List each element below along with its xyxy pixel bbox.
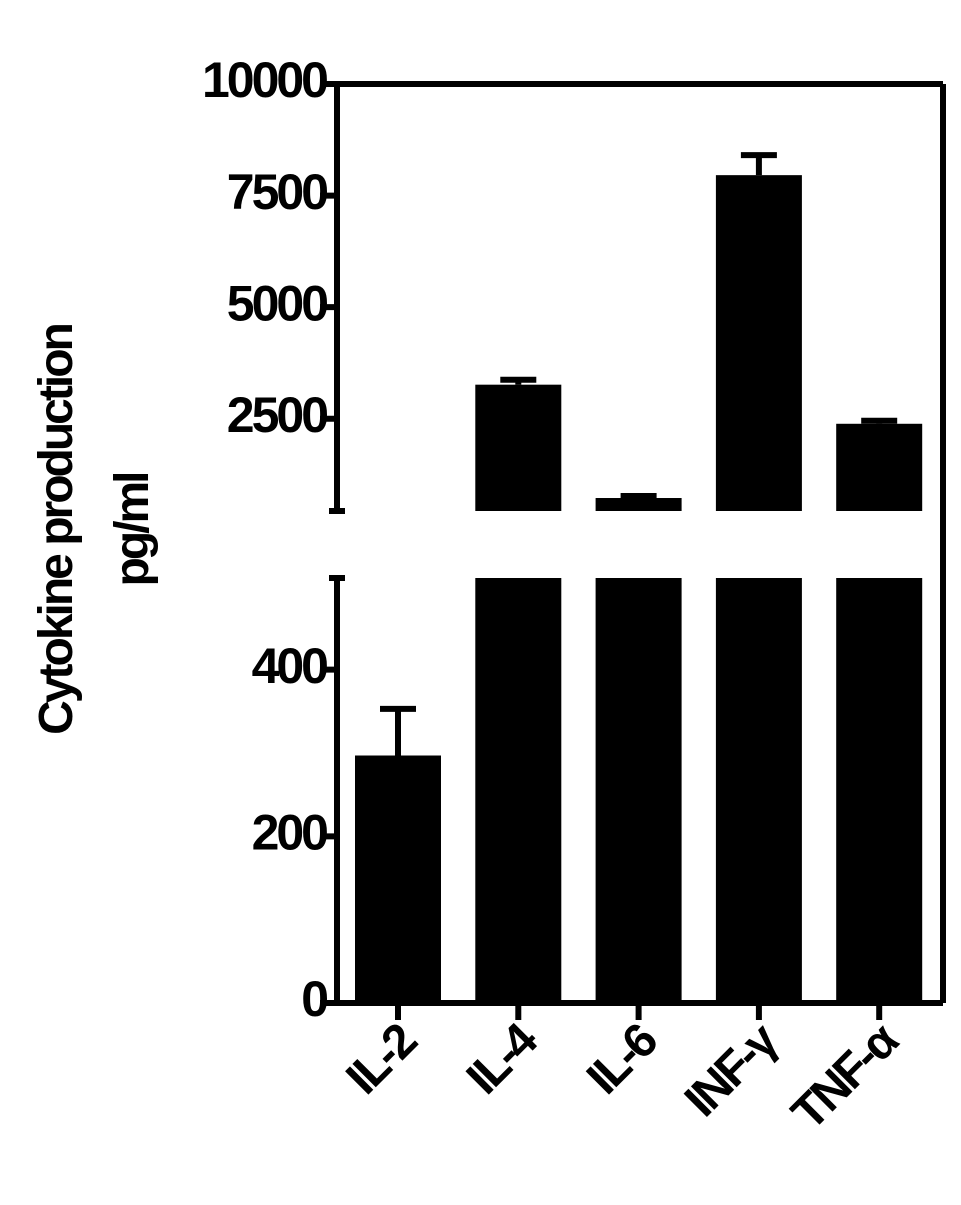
bar [595,498,682,511]
bar [715,175,802,511]
bar [475,384,562,511]
y-axis-label: pg/ml [106,474,159,587]
y-tick-label: 400 [252,638,328,694]
y-tick-label: 200 [252,805,328,861]
bar [355,517,441,521]
y-tick-label: 10000 [202,52,327,108]
x-tick-label: IL-2 [336,1014,426,1104]
bar [715,578,802,1003]
bar [475,578,562,1003]
y-tick-label: 5000 [227,275,327,331]
x-tick-label: IL-6 [577,1014,667,1104]
y-tick-label: 0 [301,971,327,1027]
y-axis-label: Cytokine production [30,324,83,734]
bar [836,423,923,511]
x-tick-label: IL-4 [457,1013,549,1105]
x-tick-label: INF-γ [675,1013,789,1127]
lower-segment [355,578,923,1003]
bar [595,578,682,1003]
bar [836,578,923,1003]
y-tick-label: 7500 [227,164,327,220]
x-tick-label: TNF-α [782,1013,909,1140]
y-tick-label: 2500 [227,387,327,443]
bar [355,755,441,1003]
upper-segment [355,152,923,521]
